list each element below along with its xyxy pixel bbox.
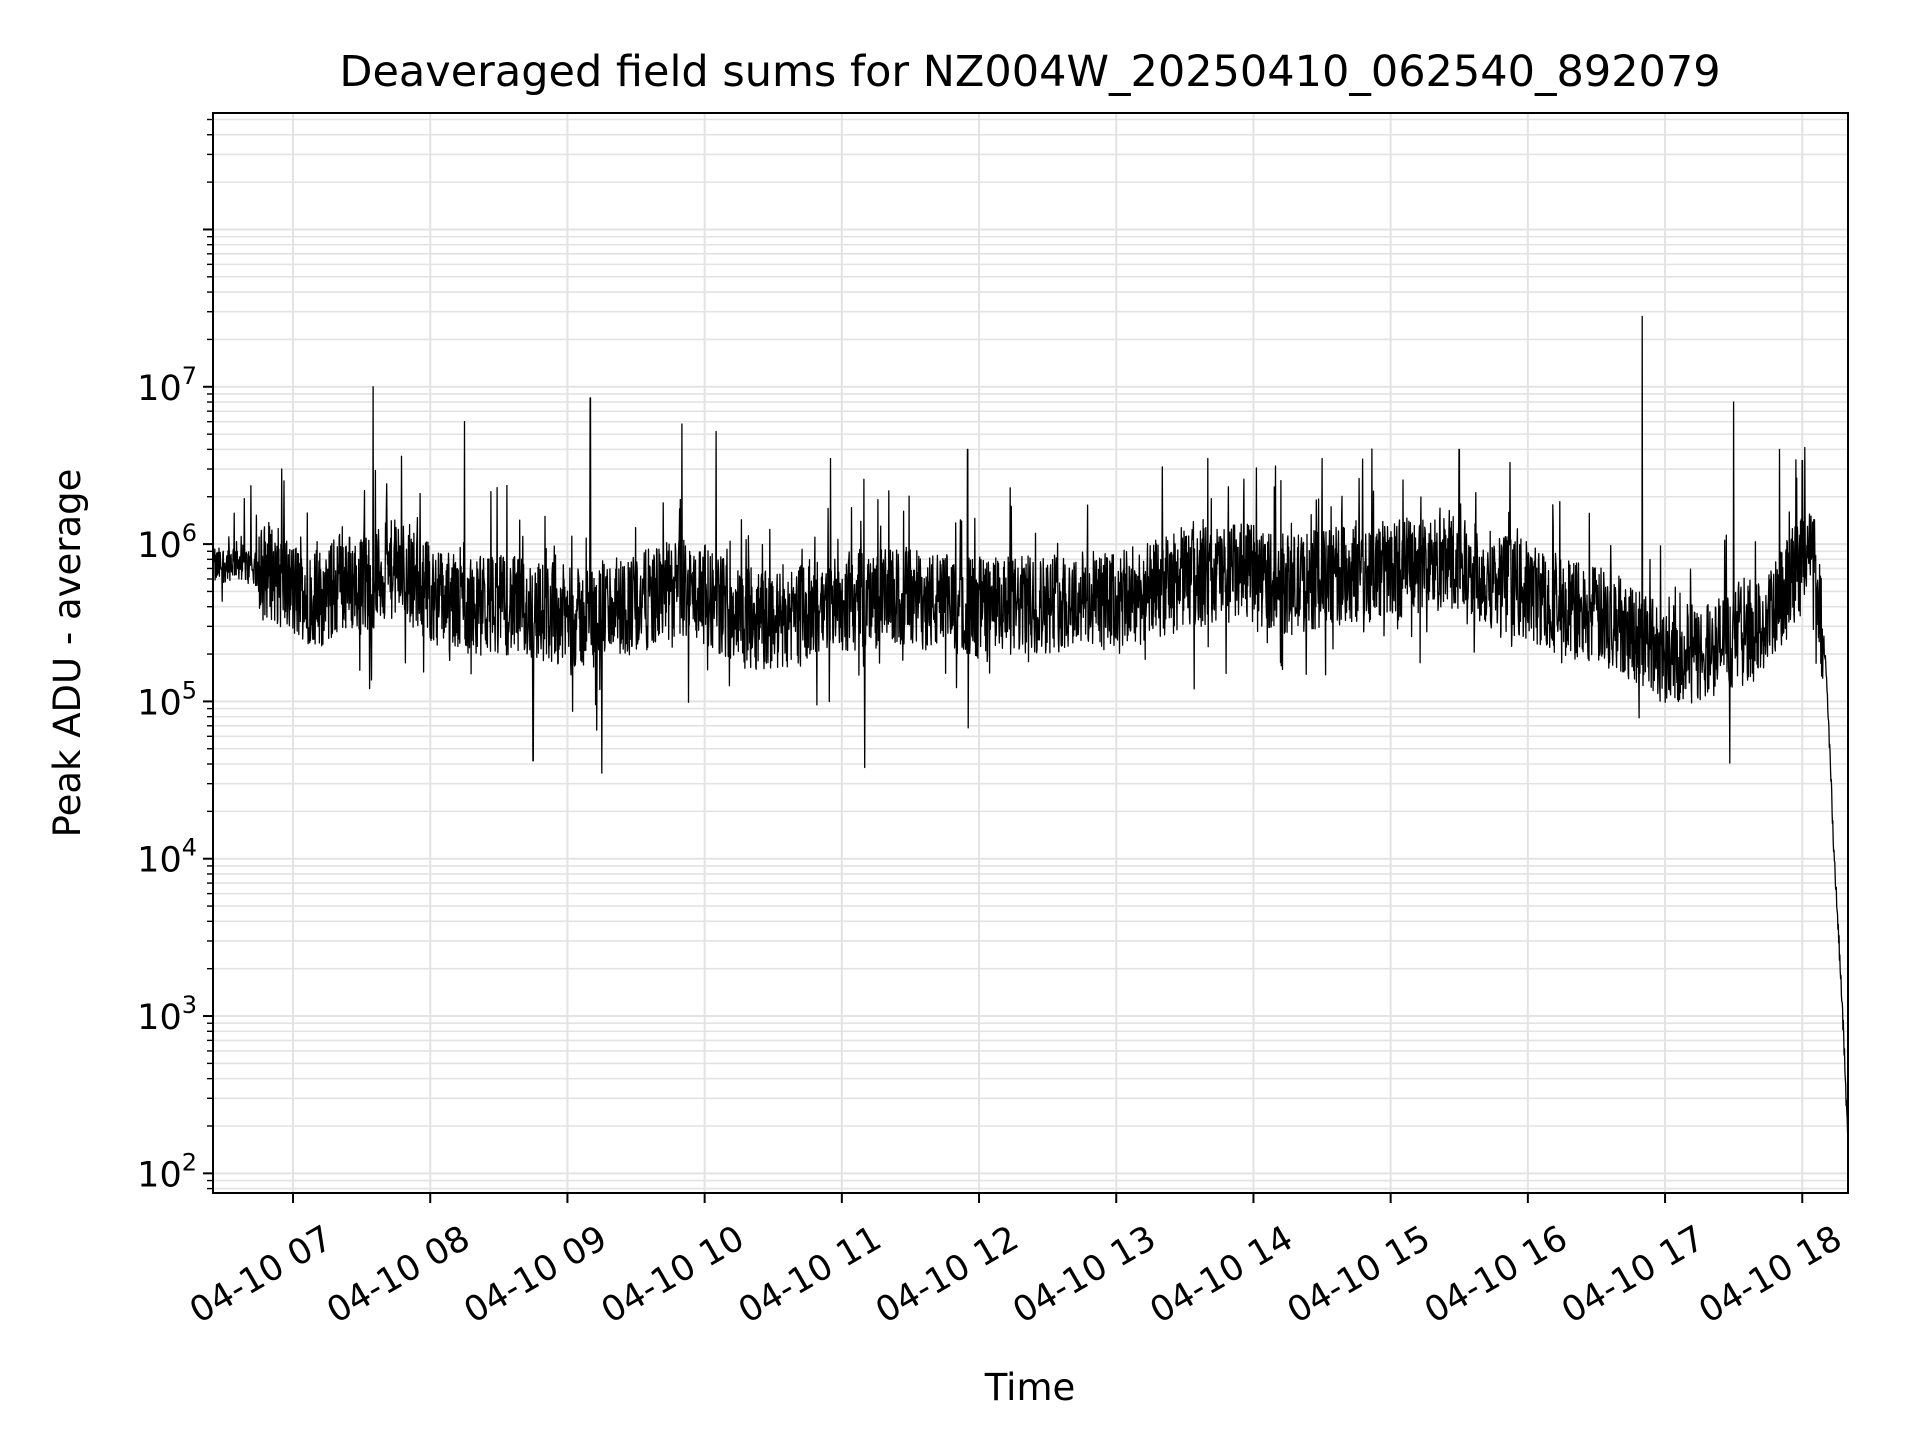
x-tick-label: 04-10 14 — [1144, 1218, 1300, 1331]
x-tick-label: 04-10 18 — [1692, 1218, 1848, 1331]
x-tick-label: 04-10 09 — [458, 1218, 614, 1331]
y-tick-label: 103 — [137, 991, 197, 1038]
chart-title: Deaveraged field sums for NZ004W_2025041… — [339, 47, 1720, 97]
series-line — [213, 315, 1848, 1145]
x-tick-label: 04-10 17 — [1555, 1218, 1711, 1331]
y-tick-labels: 102 103 104 105 106 107 — [137, 362, 197, 1196]
y-tick-label: 102 — [137, 1148, 197, 1195]
plot-clip-group — [213, 315, 1848, 1145]
x-tick-label: 04-10 12 — [869, 1218, 1025, 1331]
x-tick-label: 04-10 10 — [595, 1218, 751, 1331]
x-tick-label: 04-10 11 — [732, 1218, 888, 1331]
y-tick-label: 106 — [137, 519, 197, 566]
x-axis-label: Time — [984, 1366, 1076, 1409]
x-tick-label: 04-10 08 — [320, 1218, 476, 1331]
axis-ticks — [203, 118, 1804, 1203]
y-tick-label: 107 — [137, 362, 197, 409]
x-tick-label: 04-10 16 — [1418, 1218, 1574, 1331]
y-axis-label: Peak ADU - average — [46, 469, 89, 838]
x-tick-label: 04-10 15 — [1281, 1218, 1437, 1331]
y-tick-label: 105 — [137, 676, 197, 723]
x-tick-label: 04-10 07 — [183, 1218, 339, 1331]
x-tick-label: 04-10 13 — [1006, 1218, 1162, 1331]
grid — [213, 113, 1848, 1193]
axes-frame — [212, 112, 1849, 1194]
y-tick-label: 104 — [137, 834, 197, 881]
